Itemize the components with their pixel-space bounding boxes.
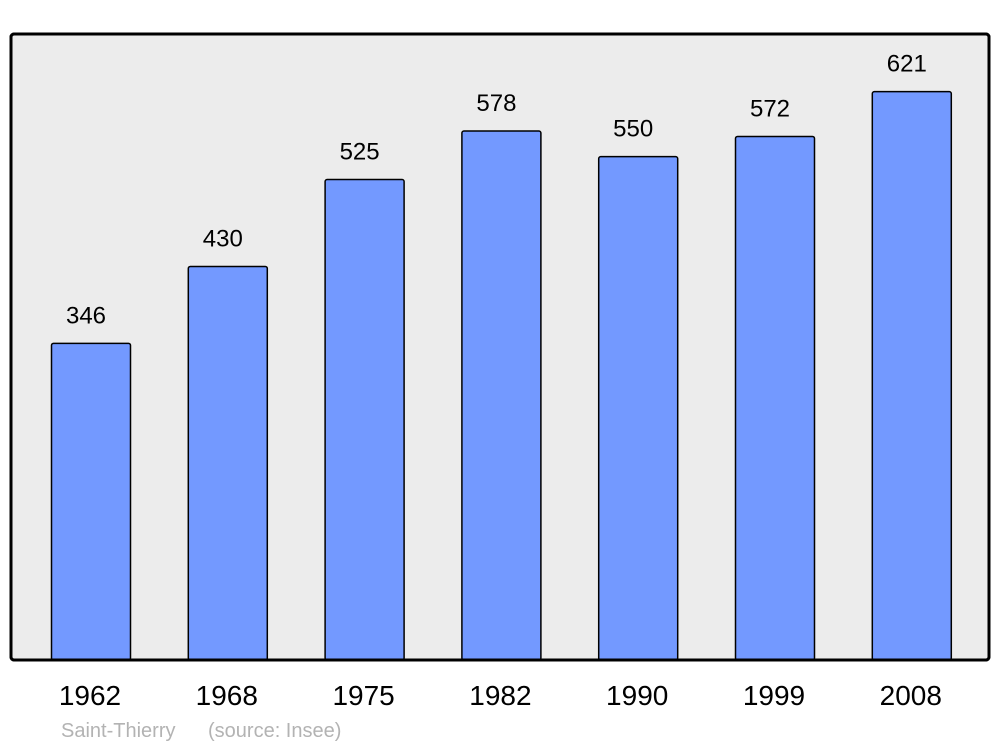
- bar-1982: [461, 130, 542, 661]
- data-label-1968: 430: [203, 225, 243, 252]
- plot-border: [9, 32, 991, 662]
- bar-2008: [871, 90, 953, 661]
- x-tick-label-2008: 2008: [880, 680, 942, 711]
- data-label-1975: 525: [340, 139, 380, 166]
- footer-source: (source: Insee): [208, 720, 341, 742]
- bar-1999: [734, 135, 816, 661]
- bar-1962: [50, 342, 132, 661]
- x-tick-label-1968: 1968: [196, 680, 258, 711]
- x-tick-label-1999: 1999: [743, 680, 805, 711]
- footer-place: Saint-Thierry: [61, 720, 175, 742]
- data-label-2008: 621: [887, 51, 927, 78]
- bar-1975: [324, 178, 405, 661]
- x-tick-label-1990: 1990: [606, 680, 668, 711]
- bar-1968: [187, 265, 269, 661]
- bar-1990: [597, 155, 679, 661]
- data-label-1990: 550: [613, 116, 653, 143]
- data-label-1982: 578: [476, 90, 516, 117]
- data-label-1962: 346: [66, 302, 106, 329]
- x-tick-label-1975: 1975: [332, 680, 394, 711]
- data-label-1999: 572: [750, 96, 790, 123]
- x-tick-label-1962: 1962: [59, 680, 121, 711]
- x-tick-label-1982: 1982: [469, 680, 531, 711]
